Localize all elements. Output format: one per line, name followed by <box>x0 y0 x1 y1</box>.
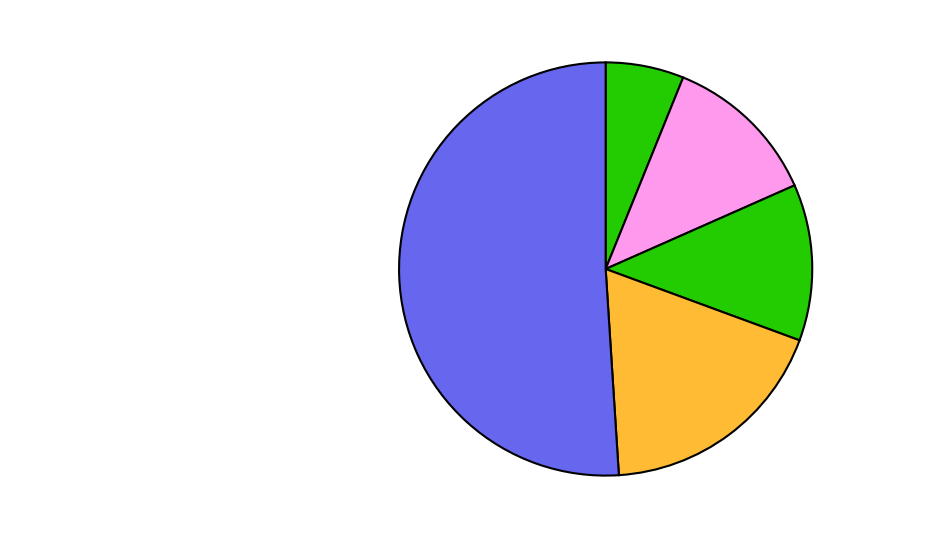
Wedge shape <box>606 77 794 269</box>
Wedge shape <box>606 186 812 341</box>
Wedge shape <box>399 62 619 476</box>
Wedge shape <box>606 269 799 475</box>
Wedge shape <box>606 62 684 269</box>
